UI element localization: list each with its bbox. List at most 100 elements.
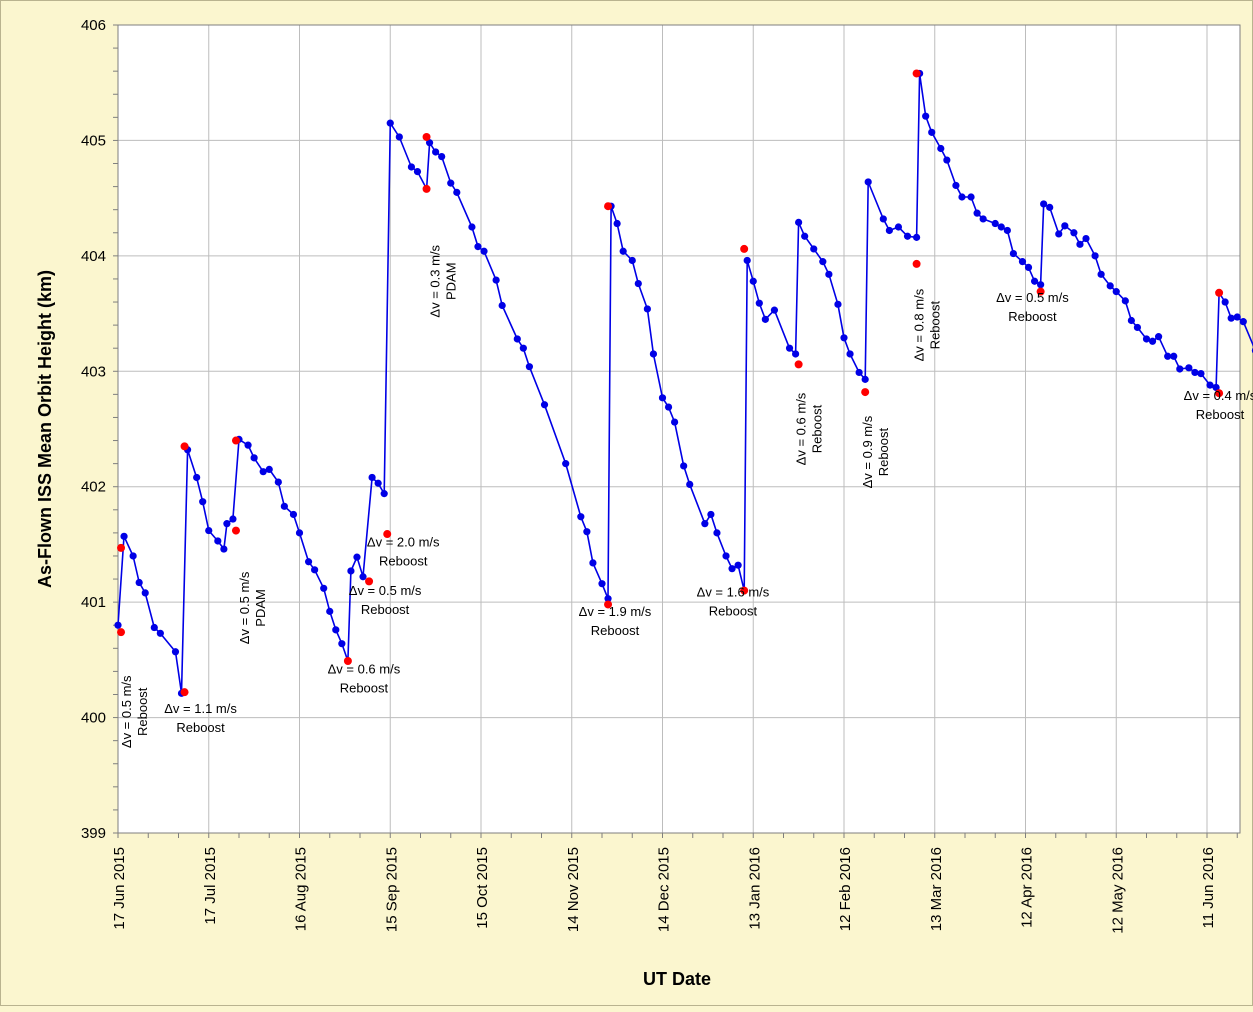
data-point xyxy=(1024,263,1033,271)
annotation-layer: Δv = 0.5 m/s Reboost Δv = 1.1 m/sReboostΔv… xyxy=(119,244,1253,748)
data-point xyxy=(604,595,612,603)
annotation-line: Δv = 1.6 m/s xyxy=(697,584,770,599)
data-point xyxy=(347,567,355,575)
data-point xyxy=(713,529,721,537)
x-tick-label: 14 Nov 2015 xyxy=(565,847,582,932)
data-point xyxy=(1009,249,1018,258)
data-point xyxy=(129,552,137,560)
maneuver-point-before xyxy=(1036,287,1045,296)
maneuver-annotation: Δv = 0.6 m/s Reboost xyxy=(328,662,401,696)
data-point xyxy=(229,515,237,523)
y-tick-label: 405 xyxy=(81,132,106,149)
data-point xyxy=(453,188,461,196)
data-point xyxy=(274,478,282,486)
maneuver-point-before xyxy=(117,628,126,637)
maneuver-point-after xyxy=(180,442,189,451)
maneuver-point-before xyxy=(604,600,613,609)
data-point xyxy=(589,559,597,567)
data-point xyxy=(332,626,340,634)
data-point xyxy=(577,513,585,521)
data-point xyxy=(474,243,482,251)
annotation-line: Δv = 0.3 m/s xyxy=(428,244,443,317)
data-point xyxy=(540,401,549,409)
data-point xyxy=(979,215,987,223)
plot-area xyxy=(118,25,1240,833)
data-point xyxy=(311,566,319,574)
data-point xyxy=(214,537,222,545)
data-point xyxy=(1148,337,1157,345)
data-point xyxy=(432,148,440,156)
data-point xyxy=(380,490,388,498)
data-point xyxy=(997,223,1005,231)
maneuver-point-after xyxy=(1215,288,1224,297)
data-point xyxy=(193,473,201,482)
maneuver-annotation: Δv = 1.6 m/s Reboost xyxy=(697,584,770,618)
data-point xyxy=(1191,368,1199,377)
data-point xyxy=(1155,333,1163,341)
annotation-line: Δv = 1.9 m/s xyxy=(579,604,652,619)
data-point xyxy=(967,193,975,201)
maneuver-point-after xyxy=(740,244,749,253)
data-point xyxy=(894,223,903,231)
x-tick-label: 13 Jan 2016 xyxy=(746,847,763,930)
data-point xyxy=(120,532,128,540)
data-point xyxy=(359,573,367,581)
data-point xyxy=(513,335,521,343)
data-point xyxy=(583,528,591,536)
data-point xyxy=(265,465,273,473)
data-point xyxy=(1091,252,1099,260)
data-point xyxy=(1037,281,1045,289)
maneuver-point-after xyxy=(422,132,431,141)
x-tick-label: 12 Feb 2016 xyxy=(837,847,854,931)
data-point xyxy=(598,580,606,588)
maneuver-point-before xyxy=(861,388,870,397)
data-point xyxy=(795,218,803,226)
data-point xyxy=(834,300,842,308)
data-point xyxy=(973,209,981,217)
data-point xyxy=(1206,381,1214,389)
x-tick-label: 17 Jun 2015 xyxy=(111,847,128,930)
data-point xyxy=(734,561,742,569)
maneuver-point-before xyxy=(422,184,431,193)
data-point xyxy=(1164,352,1172,360)
data-point xyxy=(1070,229,1078,237)
y-tick-label: 400 xyxy=(81,710,106,727)
data-point xyxy=(438,152,446,161)
x-tick-label: 12 Apr 2016 xyxy=(1019,847,1036,928)
x-axis-label: UT Date xyxy=(643,969,711,989)
data-point xyxy=(846,350,854,358)
maneuver-annotation: Δv = 2.0 m/s Reboost xyxy=(367,535,440,569)
annotation-line: Reboost xyxy=(340,681,389,696)
data-point xyxy=(1112,288,1120,296)
data-point xyxy=(770,306,779,314)
maneuver-point-before xyxy=(231,526,240,535)
data-point xyxy=(1170,352,1178,360)
data-point xyxy=(671,418,679,426)
data-point xyxy=(643,305,651,313)
annotation-line: Δv = 0.4 m/s xyxy=(1184,388,1253,403)
data-point xyxy=(819,258,827,266)
data-point xyxy=(1239,318,1247,326)
data-point xyxy=(1018,258,1027,266)
data-point xyxy=(928,128,936,136)
data-point xyxy=(1055,230,1063,238)
x-tick-label: 13 Mar 2016 xyxy=(928,847,945,931)
data-point xyxy=(304,558,313,566)
annotation-line: Reboost xyxy=(176,720,225,735)
maneuver-point-before xyxy=(912,259,921,268)
data-point xyxy=(913,233,921,241)
maneuver-point-after xyxy=(912,69,921,78)
data-point xyxy=(1046,203,1054,211)
data-point xyxy=(320,584,328,592)
annotation-line: Reboost xyxy=(876,427,891,476)
data-point xyxy=(743,256,751,265)
data-point xyxy=(205,526,213,535)
data-point xyxy=(658,394,667,402)
maneuver-point-after xyxy=(231,436,240,445)
annotation-line: Reboost xyxy=(709,603,758,618)
data-point xyxy=(649,350,658,358)
data-point xyxy=(447,179,455,187)
data-point xyxy=(1227,314,1235,322)
